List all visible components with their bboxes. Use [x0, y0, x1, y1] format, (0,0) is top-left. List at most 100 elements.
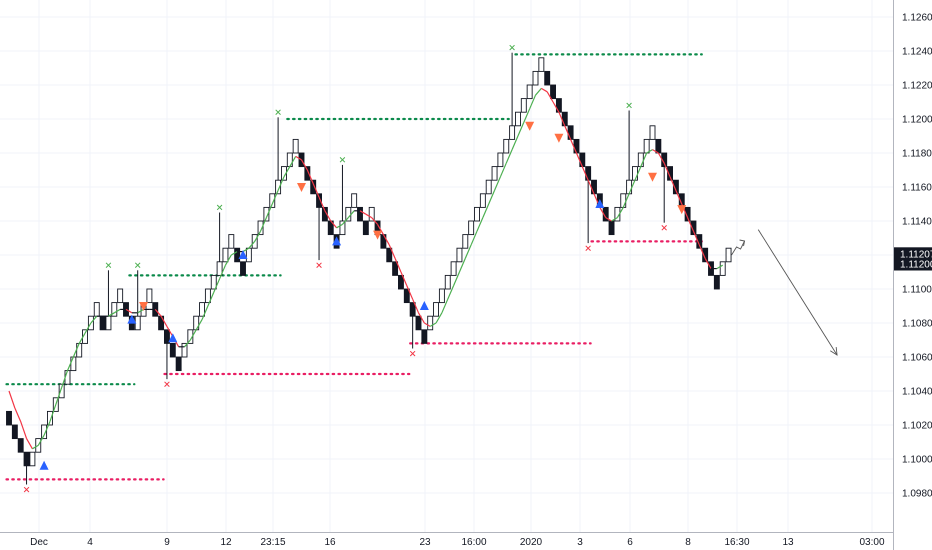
buy-triangle-icon [419, 301, 429, 310]
renko-box-up [210, 274, 217, 290]
time-tick-label: 23:15 [260, 537, 285, 548]
renko-box-up [351, 193, 358, 208]
renko-box-up [515, 111, 521, 127]
moving-average-segment [330, 220, 338, 229]
price-tick-label: 1.11800 [902, 149, 932, 160]
moving-average-segment [587, 179, 595, 195]
pivot-markers [23, 44, 667, 493]
price-tick-label: 1.12400 [902, 47, 932, 58]
time-tick-label: 9 [164, 537, 170, 548]
moving-average-segment [242, 247, 250, 253]
pivot-high-x-icon [216, 204, 223, 211]
sell-triangle-icon [677, 205, 687, 215]
moving-average-segment [248, 241, 256, 249]
projection-line [757, 229, 838, 356]
renko-box-up [438, 288, 445, 304]
moving-average-segment [189, 329, 197, 341]
moving-average-segment [400, 271, 408, 286]
time-tick-label: 6 [627, 537, 633, 548]
moving-average-segment [137, 308, 144, 314]
price-tick-label: 1.10200 [902, 421, 932, 432]
price-axis[interactable]: 1.12600 1.12400 1.12200 1.12000 1.11800 1.116… [893, 0, 932, 550]
renko-box-down [585, 166, 592, 181]
time-tick-label: 12 [220, 537, 232, 548]
buy-triangle-icon [168, 333, 178, 343]
moving-average-segment [271, 190, 279, 205]
pivot-high-x-icon [105, 262, 112, 268]
moving-average-segment [581, 166, 589, 181]
moving-average-segment [657, 152, 665, 164]
moving-average-segment [90, 315, 98, 324]
moving-average-line [8, 87, 724, 450]
pivot-low-x-icon [316, 262, 322, 268]
moving-average-segment [254, 230, 262, 242]
renko-box-down [17, 438, 24, 453]
moving-average-segment [219, 264, 227, 280]
price-tick-label: 1.12000 [902, 115, 932, 126]
time-axis[interactable]: Dec 4 9 12 23:15 16 23 16:00 2020 3 6 8 16:30 13 03:00 [0, 532, 893, 549]
moving-average-segment [698, 244, 706, 259]
renko-box-down [409, 302, 416, 317]
box-wicks [26, 52, 665, 485]
x-stroke [216, 204, 223, 211]
x-stroke [316, 262, 322, 268]
small-projection-line [731, 240, 745, 256]
renko-box-up [450, 261, 457, 276]
moving-average-segment [55, 387, 63, 405]
renko-box-up [146, 288, 153, 304]
current-box-label: 1.11200 [900, 260, 932, 271]
renko-box-up [181, 342, 188, 358]
sell-triangle-icon [525, 121, 535, 131]
renko-box-up [204, 288, 211, 304]
buy-triangle-icon [332, 236, 342, 246]
moving-average-segment [66, 356, 74, 371]
renko-box-up [228, 234, 235, 249]
renko-box-down [608, 220, 615, 236]
renko-box-up [637, 152, 644, 168]
renko-box-down [579, 152, 586, 168]
renko-box-up [643, 138, 650, 154]
moving-average-segment [447, 285, 455, 300]
renko-box-down [550, 84, 556, 100]
renko-box-down [403, 288, 410, 304]
support-lines [5, 240, 703, 481]
moving-average-segment [283, 166, 291, 178]
moving-average-segment [435, 312, 443, 324]
moving-average-segment [417, 312, 425, 324]
moving-average-segment [441, 298, 449, 314]
moving-average-segment [230, 251, 238, 256]
renko-box-down [169, 342, 176, 358]
moving-average-segment [213, 278, 221, 293]
projection-arrowhead-icon [830, 346, 838, 356]
moving-average-segment [488, 190, 496, 205]
renko-box-down [544, 70, 551, 86]
moving-average-segment [318, 196, 326, 212]
renko-box-down [234, 247, 241, 263]
moving-average-segment [20, 421, 28, 439]
moving-average-segment [224, 254, 232, 266]
pivot-low-x-icon [661, 225, 667, 231]
moving-average-segment [692, 230, 700, 246]
moving-average-segment [341, 217, 349, 225]
moving-average-segment [32, 444, 39, 450]
moving-average-segment [505, 149, 513, 164]
time-tick-label: 13 [782, 537, 794, 548]
renko-box-up [245, 247, 252, 263]
moving-average-segment [716, 264, 724, 270]
moving-average-segment [669, 176, 677, 191]
moving-average-segment [377, 224, 384, 235]
x-stroke [626, 102, 632, 109]
moving-average-segment [49, 404, 57, 422]
moving-average-segment [125, 308, 133, 314]
moving-average-segment [160, 315, 168, 327]
moving-average-segment [306, 169, 314, 184]
moving-average-segment [184, 339, 191, 348]
pivot-high-x-icon [275, 109, 281, 115]
moving-average-segment [675, 190, 683, 205]
moving-average-segment [166, 326, 174, 337]
renko-box-down [591, 179, 597, 195]
moving-average-segment [394, 258, 402, 273]
moving-average-segment [511, 135, 519, 150]
renko-box-down [6, 410, 12, 426]
x-stroke [105, 262, 112, 268]
